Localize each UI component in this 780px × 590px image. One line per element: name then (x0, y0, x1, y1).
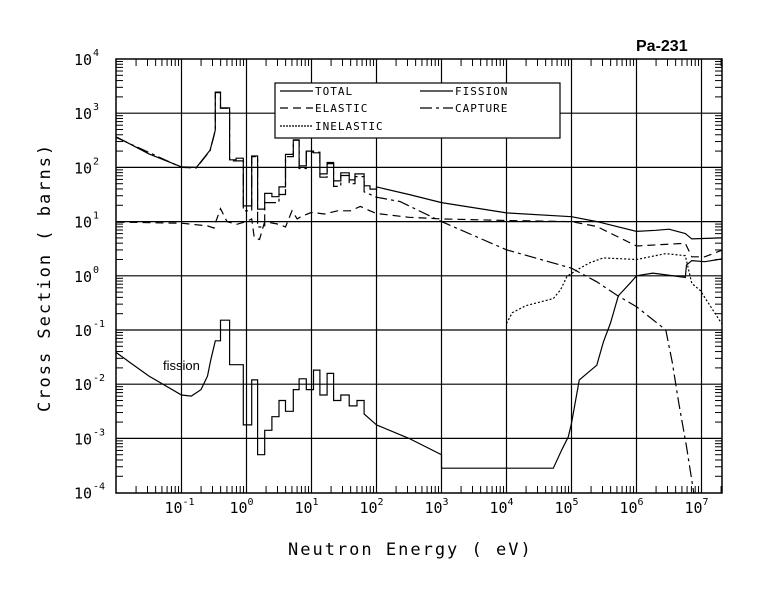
y-tick-exponent: 2 (93, 156, 99, 167)
series-lines (116, 91, 723, 493)
y-tick-label: 10 (74, 485, 92, 503)
x-tick-exponent: 7 (703, 497, 709, 508)
x-tick-label: 10 (685, 499, 703, 517)
x-tick-label: 10 (555, 499, 573, 517)
x-tick-exponent: 6 (638, 497, 644, 508)
x-axis-label: Neutron Energy ( eV) (288, 540, 533, 560)
y-tick-exponent: 0 (93, 265, 99, 276)
y-tick-label: 10 (74, 51, 92, 69)
y-tick-exponent: -2 (93, 373, 105, 384)
y-tick-label: 10 (74, 322, 92, 340)
series-capture (116, 91, 695, 493)
series-inelastic (505, 252, 723, 324)
legend-label-fission: FISSION (455, 85, 508, 98)
legend-label-total: TOTAL (315, 85, 353, 98)
y-tick-label: 10 (74, 105, 92, 123)
y-tick-exponent: 3 (93, 102, 99, 113)
x-tick-label: 10 (230, 499, 248, 517)
y-tick-label: 10 (74, 214, 92, 232)
x-tick-exponent: 4 (508, 497, 514, 508)
chart-title: Pa-231 (636, 38, 688, 55)
y-tick-label: 10 (74, 376, 92, 394)
x-tick-exponent: 2 (378, 497, 384, 508)
legend-label-capture: CAPTURE (455, 102, 508, 115)
x-tick-label: 10 (425, 499, 443, 517)
x-tick-exponent: 3 (443, 497, 449, 508)
x-tick-exponent: 5 (573, 497, 579, 508)
fission-annotation: fission (163, 358, 200, 373)
legend-box (274, 82, 561, 139)
y-tick-exponent: -1 (93, 319, 105, 330)
x-tick-label: 10 (295, 499, 313, 517)
plot-frame (115, 58, 723, 494)
y-tick-exponent: 4 (93, 48, 99, 59)
x-tick-exponent: 1 (313, 497, 319, 508)
legend: TOTAL ELASTIC INELASTIC FISSION CAPTURE (274, 82, 561, 139)
series-fission (116, 258, 722, 469)
y-tick-exponent: 1 (93, 211, 99, 222)
legend-label-inelastic: INELASTIC (315, 120, 384, 133)
y-tick-label: 10 (74, 268, 92, 286)
axis-ticks (116, 59, 722, 493)
y-tick-label: 10 (74, 159, 92, 177)
x-tick-label: 10 (360, 499, 378, 517)
y-tick-exponent: -3 (93, 427, 105, 438)
series-elastic (116, 205, 722, 258)
y-tick-exponent: -4 (93, 482, 105, 493)
x-tick-label: 10 (490, 499, 508, 517)
x-tick-exponent: -1 (183, 497, 195, 508)
tick-labels: 10 -1 10 0 10 1 10 2 10 3 10 4 10 5 10 6 10 710 -410 -310 -2… (74, 48, 709, 517)
legend-label-elastic: ELASTIC (315, 102, 368, 115)
x-tick-label: 10 (165, 499, 183, 517)
y-tick-label: 10 (74, 430, 92, 448)
x-tick-exponent: 0 (248, 497, 254, 508)
x-tick-label: 10 (620, 499, 638, 517)
y-axis-label: Cross Section ( barns) (35, 143, 55, 412)
